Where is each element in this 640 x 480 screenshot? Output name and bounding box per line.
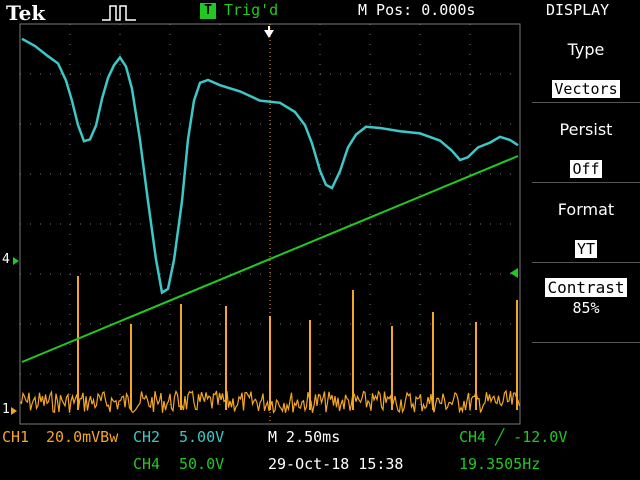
menu-item-format[interactable]: Format YT — [532, 184, 640, 263]
ch4-trace — [21, 155, 519, 363]
ch1-label: CH1 — [2, 428, 30, 446]
trigger-badge: T — [200, 3, 216, 19]
frequency-readout: 19.3505Hz — [459, 455, 541, 473]
menu-title: DISPLAY — [546, 1, 610, 19]
trigger-readout: CH4 ╱ -12.0V — [459, 428, 568, 446]
menu-item-value: Off — [570, 160, 602, 178]
ch1-scale: 20.0mVBw — [46, 428, 119, 446]
ch1-marker-arrow — [11, 407, 17, 415]
menu-item-label: Format — [557, 200, 615, 219]
ch4-marker: 4 — [2, 252, 10, 267]
ch2-scale: 5.00V — [179, 428, 225, 446]
ground-marker-icon — [510, 268, 518, 278]
menu-item-type[interactable]: Type Vectors — [532, 24, 640, 103]
display-menu: Type Vectors Persist Off Format YT Contr… — [532, 24, 640, 434]
trigger-status: Trig'd — [224, 1, 279, 19]
menu-item-contrast[interactable]: Contrast 85% — [532, 264, 640, 343]
ch4-label: CH4 — [133, 455, 161, 473]
menu-item-persist[interactable]: Persist Off — [532, 104, 640, 183]
ch4-marker-arrow — [13, 257, 19, 265]
ch1-marker: 1 — [2, 402, 10, 417]
menu-item-label: Type — [567, 40, 605, 59]
menu-item-value: YT — [574, 240, 598, 258]
ch1-spikes — [77, 276, 518, 410]
ch2-trace — [21, 37, 519, 295]
datetime: 29-Oct-18 15:38 — [268, 455, 404, 473]
ch4-scale: 50.0V — [179, 455, 225, 473]
ch2-label: CH2 — [133, 428, 161, 446]
menu-item-value: Vectors — [552, 80, 620, 98]
horizontal-position: M Pos: 0.000s — [358, 1, 476, 19]
menu-item-value: 85% — [570, 299, 602, 317]
timebase: M 2.50ms — [268, 428, 341, 446]
menu-item-label: Persist — [559, 120, 613, 139]
graticule — [19, 23, 521, 425]
pulse-icon — [102, 5, 136, 21]
brand-logo: Tek — [6, 1, 46, 25]
menu-item-label: Contrast — [545, 278, 627, 297]
trigger-arrow-icon — [264, 30, 274, 38]
